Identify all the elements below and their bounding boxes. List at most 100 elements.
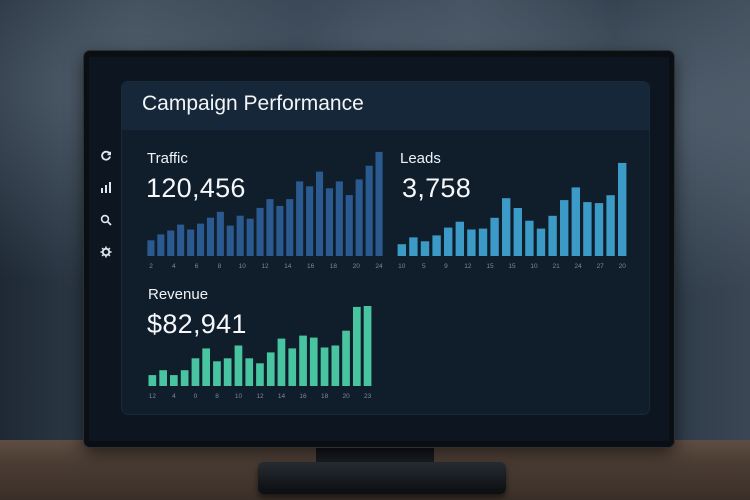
revenue-bar	[234, 345, 243, 386]
traffic-bar	[345, 195, 353, 256]
traffic-label: Traffic	[147, 150, 188, 167]
revenue-value: $82,941	[147, 309, 247, 339]
leads-tick-label: 15	[486, 263, 494, 270]
traffic-bar	[226, 225, 234, 256]
traffic-bar	[197, 223, 205, 256]
leads-bar	[478, 228, 488, 256]
leads-bar	[571, 187, 580, 256]
revenue-tick-label: 8	[215, 393, 219, 400]
bar-chart-icon[interactable]	[96, 177, 116, 197]
revenue-bar	[148, 375, 157, 386]
revenue-bar	[309, 337, 318, 386]
revenue-tick-label: 23	[364, 393, 372, 400]
leads-bar	[594, 203, 604, 256]
traffic-tick-label: 14	[284, 263, 292, 270]
leads-bar	[536, 228, 546, 256]
leads-tick-label: 10	[530, 263, 538, 270]
revenue-tick-label: 12	[149, 393, 157, 400]
leads-tick-label: 9	[444, 263, 448, 270]
leads-bar	[409, 237, 418, 256]
traffic-bar	[316, 171, 324, 256]
leads-tick-label: 10	[398, 263, 406, 270]
leads-tick-label: 12	[464, 263, 472, 270]
revenue-tick-label: 16	[299, 393, 307, 400]
search-icon[interactable]	[96, 210, 116, 230]
traffic-bar	[355, 179, 363, 256]
traffic-tick-label: 6	[195, 263, 199, 270]
revenue-bar	[202, 348, 210, 386]
traffic-bar	[187, 229, 195, 256]
leads-tick-label: 24	[574, 263, 582, 270]
traffic-tick-label: 16	[307, 263, 315, 270]
traffic-bar	[216, 211, 224, 256]
traffic-bar	[286, 199, 294, 256]
traffic-tick-label: 24	[375, 263, 383, 270]
traffic-tick-label: 2	[149, 263, 153, 270]
page-title: Campaign Performance	[142, 92, 364, 115]
leads-bar	[455, 221, 464, 256]
traffic-chart: 2 4 6 8 10 12 14 16 18 20 24	[147, 151, 383, 270]
traffic-bar	[167, 230, 175, 256]
leads-bar	[560, 200, 569, 256]
revenue-bar	[213, 361, 221, 386]
leads-tick-label: 27	[597, 263, 605, 270]
leads-bar	[618, 162, 627, 256]
traffic-bar	[296, 181, 304, 256]
revenue-bar	[277, 338, 286, 386]
leads-chart: 10 5 9 12 15 15 10 21 24 27 20	[397, 162, 627, 270]
traffic-bar	[276, 205, 284, 256]
leads-value: 3,758	[402, 173, 472, 203]
revenue-bar	[256, 363, 264, 386]
revenue-bar	[180, 370, 189, 386]
revenue-bar	[191, 358, 200, 386]
traffic-bar	[236, 215, 244, 256]
leads-bar	[397, 244, 406, 256]
traffic-bar	[177, 224, 185, 256]
traffic-bar	[325, 188, 333, 256]
leads-bar	[513, 208, 522, 256]
monitor-stand-neck	[316, 444, 434, 466]
traffic-bar	[335, 181, 343, 256]
revenue-bar	[170, 375, 178, 386]
traffic-bar	[157, 234, 165, 256]
traffic-value: 120,456	[146, 173, 246, 203]
dashboard-header	[122, 82, 649, 130]
traffic-bar	[256, 207, 264, 256]
revenue-bar	[223, 358, 232, 386]
sidebar	[96, 140, 116, 265]
revenue-bar	[299, 335, 307, 386]
monitor-stand-base	[258, 462, 506, 494]
leads-bar	[606, 195, 615, 256]
revenue-label: Revenue	[148, 286, 209, 303]
traffic-tick-label: 4	[172, 263, 176, 270]
traffic-bar	[246, 218, 254, 256]
leads-bar	[420, 241, 430, 256]
revenue-bar	[266, 352, 275, 386]
revenue-tick-label: 12	[256, 393, 264, 400]
traffic-tick-label: 20	[353, 263, 361, 270]
leads-bar	[432, 235, 441, 256]
leads-bar	[490, 217, 499, 256]
revenue-tick-label: 20	[342, 393, 350, 400]
revenue-bar	[342, 330, 350, 386]
revenue-chart: 12 4 0 8 10 12 14 16 18 20 23	[148, 306, 372, 400]
leads-bar	[502, 198, 511, 256]
refresh-icon[interactable]	[96, 146, 116, 166]
leads-label: Leads	[400, 150, 441, 167]
leads-bar	[444, 227, 453, 256]
traffic-tick-label: 18	[330, 263, 338, 270]
traffic-bar	[206, 217, 214, 256]
leads-tick-label: 15	[508, 263, 516, 270]
traffic-bar	[365, 165, 373, 256]
gear-icon[interactable]	[96, 242, 116, 262]
revenue-tick-label: 10	[235, 393, 243, 400]
traffic-bar	[266, 199, 274, 256]
leads-bar	[548, 215, 557, 256]
leads-bar	[583, 202, 592, 256]
traffic-bar	[306, 186, 314, 256]
leads-tick-label: 20	[619, 263, 627, 270]
revenue-bar	[353, 306, 361, 386]
revenue-tick-label: 4	[172, 393, 176, 400]
leads-tick-label: 5	[422, 263, 426, 270]
revenue-bar	[363, 306, 372, 386]
